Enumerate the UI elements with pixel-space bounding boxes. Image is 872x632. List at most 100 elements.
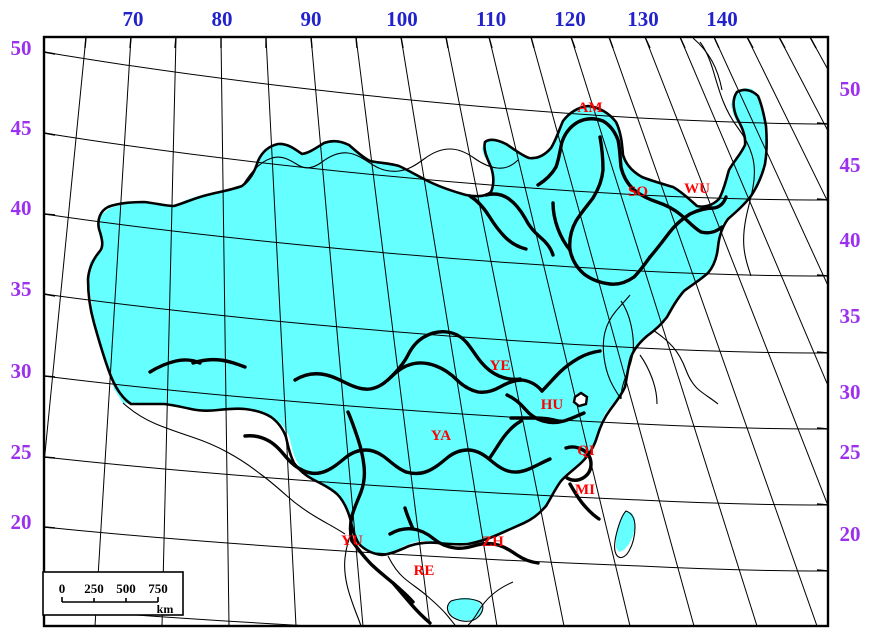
lon-label-70: 70	[123, 7, 144, 31]
lat-left-label-35: 35	[11, 277, 32, 301]
basin-code-labels: AM SO WU YE HU YA QI MI ZH YU RE	[341, 100, 710, 579]
han-river	[487, 419, 523, 461]
meridian-130	[644, 37, 828, 508]
taiwan-outline	[613, 510, 636, 559]
parallel-15	[44, 607, 319, 626]
qiantang-river	[564, 445, 593, 482]
min-river	[568, 482, 601, 521]
south-china-sea-coast	[466, 581, 514, 626]
lon-label-100: 100	[386, 7, 418, 31]
parallel-45	[44, 132, 828, 201]
scale-unit-label: km	[157, 602, 174, 616]
lon-label-140: 140	[706, 7, 738, 31]
wusuli-river	[648, 195, 728, 259]
yuan-basin-label: YU	[341, 533, 363, 549]
zhujiang-basin-label: ZH	[482, 534, 504, 550]
parallel-40	[44, 213, 828, 277]
lat-left-label-20: 20	[11, 510, 32, 534]
hainan-island-fill	[447, 598, 482, 621]
meridian-140	[713, 37, 828, 287]
huai-river-tributary	[509, 416, 560, 423]
lat-left-label-45: 45	[11, 116, 32, 140]
meridian-75	[161, 37, 177, 626]
lat-right-label-50: 50	[840, 77, 861, 101]
river-network	[148, 117, 728, 625]
huai-river	[505, 393, 586, 425]
meridian-65	[44, 37, 87, 469]
meridian-120	[570, 37, 758, 626]
red-river-basin-label: RE	[414, 563, 435, 579]
bohai-inlet-fill	[553, 299, 578, 319]
min-basin-label: MI	[575, 482, 595, 498]
lake-symbols	[572, 391, 589, 408]
sakhalin-coast	[699, 41, 755, 277]
meridian-85	[265, 37, 297, 626]
amur-basin-label: AM	[578, 100, 603, 116]
lat-left-label-30: 30	[11, 359, 32, 383]
scale-tick-0: 0	[59, 581, 66, 596]
scale-bar-ruler	[61, 597, 159, 603]
scale-tick-500: 500	[116, 581, 136, 596]
yellow-river-basin-label: YE	[490, 358, 511, 374]
latitude-labels-left: 50 45 40 35 30 25 20	[11, 36, 32, 534]
lat-left-label-40: 40	[11, 196, 32, 220]
lat-right-label-40: 40	[840, 228, 861, 252]
lat-left-label-25: 25	[11, 440, 32, 464]
mongolia-north-border	[242, 148, 519, 186]
lon-label-120: 120	[554, 7, 586, 31]
longitude-labels: 70 80 90 100 110 120 130 140	[123, 7, 738, 31]
japan-honshu	[652, 329, 719, 405]
parallel-20	[44, 526, 828, 572]
lat-left-label-50: 50	[11, 36, 32, 60]
qiantang-basin-label: QI	[577, 443, 595, 459]
songhua-basin-label: SO	[628, 184, 648, 200]
tarim-river-west	[148, 358, 202, 374]
lon-label-130: 130	[627, 7, 659, 31]
lon-label-110: 110	[476, 7, 506, 31]
yellow-river	[293, 361, 544, 394]
hai-river	[468, 194, 528, 251]
japan-kyushu	[639, 354, 658, 405]
china-landmass-fill	[88, 88, 767, 554]
meridian-90	[310, 37, 364, 626]
jinsha-river	[346, 410, 367, 543]
lon-label-80: 80	[212, 7, 233, 31]
lon-label-90: 90	[301, 7, 322, 31]
lat-right-label-20: 20	[840, 522, 861, 546]
parallel-35	[44, 293, 828, 354]
yellow-river-lower	[540, 349, 602, 393]
lat-right-label-45: 45	[840, 153, 861, 177]
sakhalin-island	[692, 37, 723, 91]
map-frame	[42, 35, 830, 628]
lat-right-label-25: 25	[840, 440, 861, 464]
meridian-135	[679, 37, 828, 387]
meridian-80	[220, 37, 230, 626]
liao-river	[484, 192, 555, 257]
korea-west-coast	[602, 294, 631, 400]
huai-basin-label: HU	[541, 397, 564, 413]
right-tick-marks	[816, 122, 829, 572]
meridian-125	[608, 37, 818, 626]
meridian-70	[94, 37, 132, 626]
red-river	[391, 581, 432, 625]
scale-bar-box	[42, 571, 184, 616]
china-boundary-outline	[86, 88, 768, 557]
wusuli-basin-label: WU	[684, 181, 710, 197]
graticule-meridians	[44, 37, 828, 626]
india-border	[258, 472, 346, 535]
himalaya-south-line	[122, 402, 260, 474]
lat-right-label-35: 35	[840, 304, 861, 328]
top-tick-marks	[84, 36, 817, 49]
indochina-west	[344, 531, 362, 626]
meridian-95	[355, 37, 431, 626]
meridian-145	[746, 37, 828, 204]
scale-tick-250: 250	[84, 581, 104, 596]
parallel-50	[44, 51, 828, 125]
yangtze-river	[243, 434, 552, 476]
nen-river	[551, 201, 572, 252]
yellow-river-ordos-loop	[389, 330, 522, 382]
meridian-110	[488, 37, 631, 626]
poyang-lake-symbol	[572, 391, 589, 408]
